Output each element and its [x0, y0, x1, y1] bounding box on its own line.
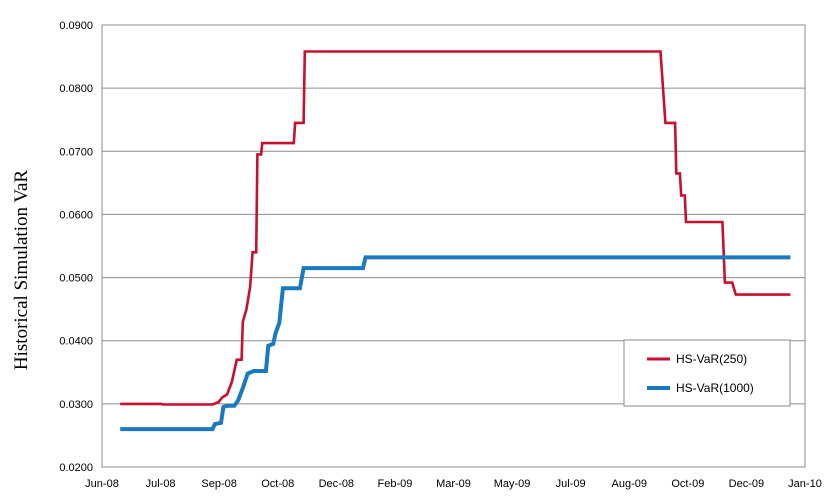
y-tick-label: 0.0900: [59, 20, 93, 32]
x-tick-labels: Jun-08 Jul-08 Sep-08 Oct-08 Dec-08 Feb-09 Mar-…: [85, 478, 822, 490]
series-line-hs-var-1000: [120, 255, 791, 432]
series-line-hs-var-250: [120, 50, 791, 406]
y-tick-label: 0.0400: [59, 336, 93, 348]
y-tick-labels: 0.0200 0.0300 0.0400 0.0500 0.0600 0.0700 0.08…: [59, 20, 93, 474]
legend-box: [623, 339, 791, 407]
x-tick-label: Sep-08: [201, 478, 236, 490]
y-tick-label: 0.0800: [59, 83, 93, 95]
legend: HS-VaR(250) HS-VaR(1000): [623, 339, 791, 407]
x-tick-label: Dec-09: [729, 478, 764, 490]
x-tick-label: Aug-09: [612, 478, 647, 490]
x-tick-label: Oct-08: [261, 478, 294, 490]
legend-label-hs-var-250: HS-VaR(250): [676, 352, 747, 366]
x-tick-label: Jan-10: [788, 478, 822, 490]
legend-label-hs-var-1000: HS-VaR(1000): [676, 381, 754, 395]
series-lines: [120, 50, 791, 432]
x-tick-label: Jul-09: [556, 478, 586, 490]
y-axis-label: Historical Simulation VaR: [11, 170, 32, 371]
x-tick-label: Dec-08: [319, 478, 354, 490]
x-tick-label: Feb-09: [377, 478, 412, 490]
y-tick-label: 0.0200: [59, 462, 93, 474]
gridlines: [101, 24, 806, 468]
x-tick-label: May-09: [494, 478, 531, 490]
y-tick-label: 0.0500: [59, 273, 93, 285]
plot-frame: [101, 24, 806, 468]
y-tick-label: 0.0300: [59, 399, 93, 411]
x-tick-label: Jul-08: [146, 478, 176, 490]
y-tick-label: 0.0700: [59, 146, 93, 158]
x-tick-label: Jun-08: [85, 478, 119, 490]
x-tick-label: Oct-09: [671, 478, 704, 490]
y-tick-label: 0.0600: [59, 209, 93, 221]
x-tick-label: Mar-09: [436, 478, 471, 490]
